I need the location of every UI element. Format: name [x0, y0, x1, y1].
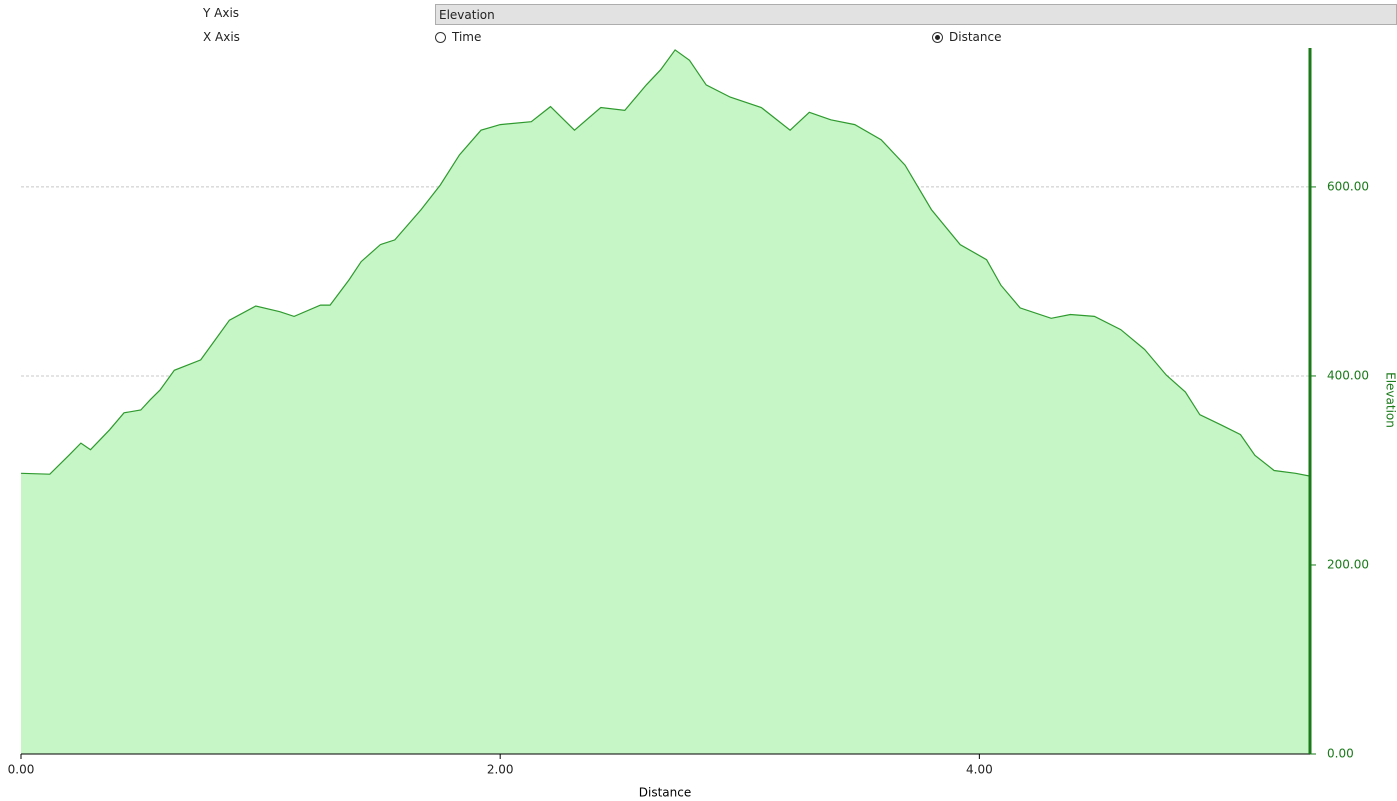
radio-button[interactable]: [932, 31, 943, 43]
y-tick-label: 600.00: [1327, 179, 1369, 193]
x-tick-label: 4.00: [966, 763, 993, 777]
area-fill: [21, 49, 1310, 754]
x-axis-label: X Axis: [203, 30, 240, 44]
y-axis-label: Y Axis: [203, 6, 240, 20]
area-line: [20, 49, 1311, 477]
x-tick-label: 0.00: [8, 763, 35, 777]
radio-option[interactable]: Time: [435, 30, 481, 44]
x-axis-title: Distance: [639, 786, 691, 800]
y-axis-title: Elevation: [1384, 372, 1397, 428]
radio-button[interactable]: [435, 31, 446, 43]
radio-label: Distance: [949, 30, 1002, 44]
y-tick-label: 400.00: [1327, 368, 1369, 382]
radio-label: Time: [452, 30, 482, 44]
y-axis-select[interactable]: Elevation: [435, 4, 1397, 25]
x-tick-label: 2.00: [487, 763, 514, 777]
y-tick-label: 200.00: [1327, 557, 1369, 571]
radio-option[interactable]: Distance: [932, 30, 1001, 44]
y-tick-label: 0.00: [1327, 747, 1354, 761]
